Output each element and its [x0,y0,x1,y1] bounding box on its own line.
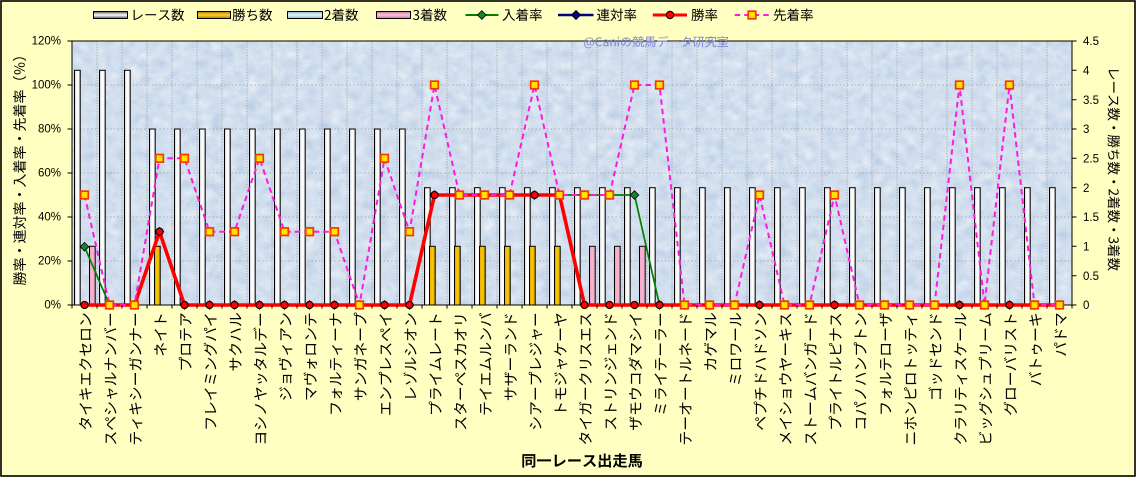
svg-text:0%: 0% [44,300,61,312]
svg-text:100%: 100% [32,80,61,92]
svg-text:1.5: 1.5 [1083,212,1099,224]
svg-text:4: 4 [1083,66,1090,78]
svg-text:80%: 80% [38,124,61,136]
svg-text:60%: 60% [38,168,61,180]
svg-text:0.5: 0.5 [1083,271,1099,283]
svg-text:120%: 120% [32,36,61,48]
svg-text:0: 0 [1083,300,1089,312]
svg-text:4.5: 4.5 [1083,36,1099,48]
svg-text:20%: 20% [38,256,61,268]
svg-text:3.5: 3.5 [1083,95,1099,107]
svg-text:3: 3 [1083,124,1089,136]
svg-text:1: 1 [1083,242,1089,254]
svg-text:40%: 40% [38,212,61,224]
svg-text:2: 2 [1083,183,1089,195]
svg-text:2.5: 2.5 [1083,154,1099,166]
